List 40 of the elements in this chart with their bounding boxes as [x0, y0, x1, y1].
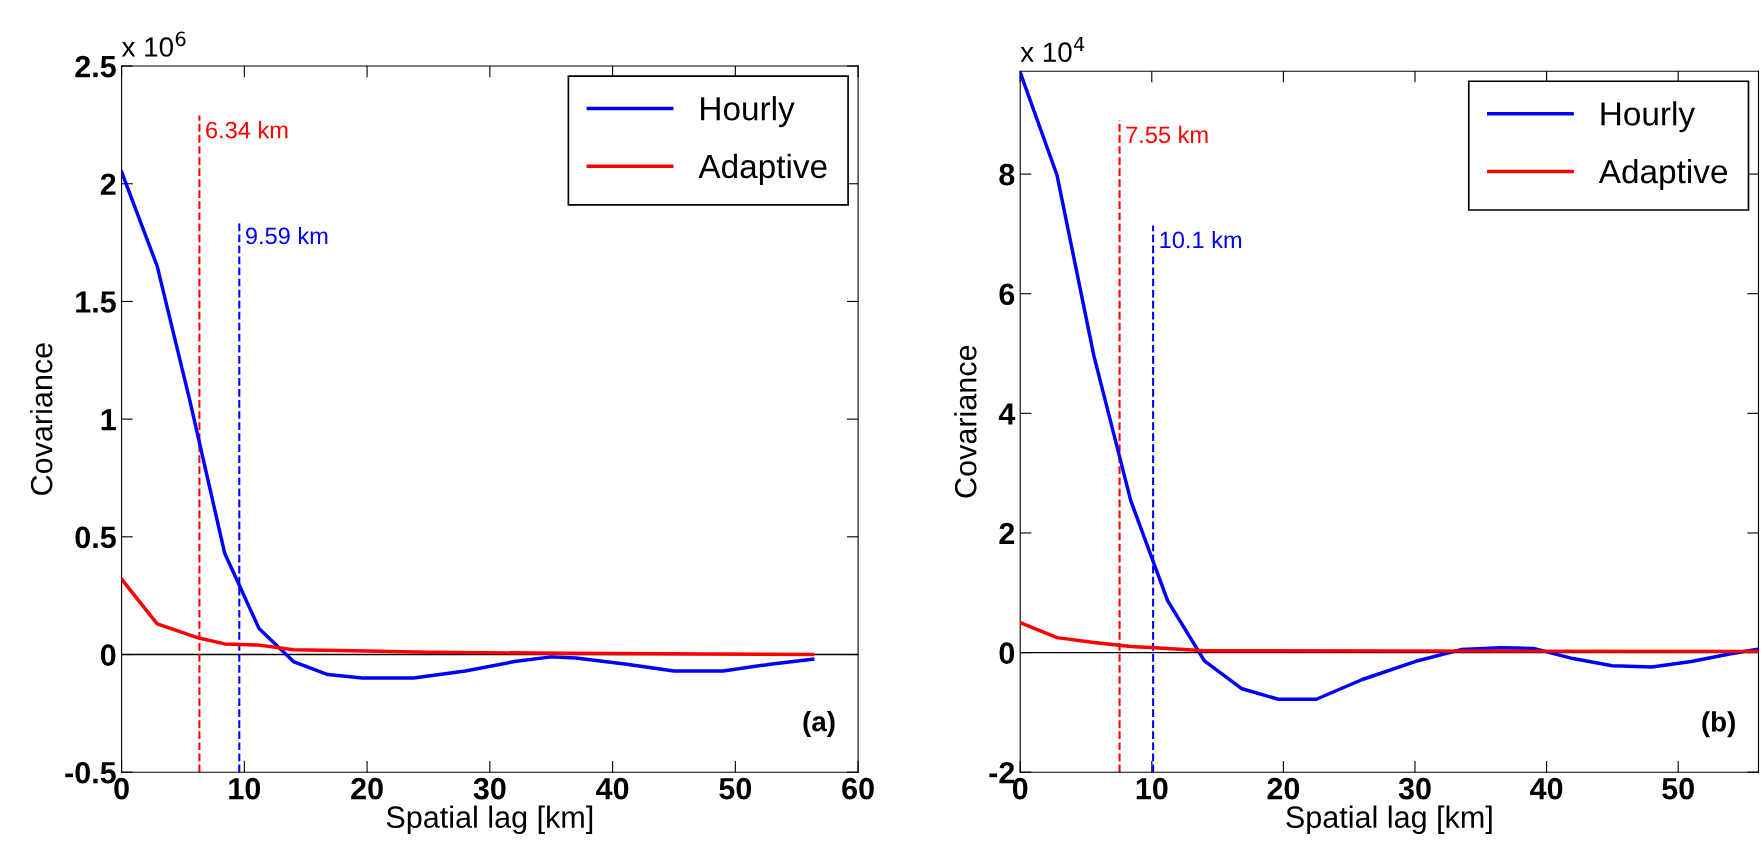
x-tick-label: 50 — [719, 777, 752, 800]
annotation: (a) — [803, 711, 835, 737]
x-tick-label: 20 — [1267, 777, 1300, 800]
x-tick-label: 10 — [1136, 777, 1168, 800]
x-tick-label: 30 — [473, 777, 506, 800]
ref-line-label: 9.59 km — [245, 226, 328, 245]
y-tick-label: 0.5 — [75, 526, 116, 549]
x-tick-label: 20 — [351, 777, 383, 800]
x-tick-label: 40 — [596, 777, 629, 800]
y-tick-label: 0 — [100, 644, 116, 666]
legend-label: Hourly — [701, 96, 795, 128]
x-tick-label: 40 — [1530, 777, 1563, 800]
y-tick-label: 2 — [999, 522, 1015, 545]
y-tick-label: 4 — [998, 403, 1016, 425]
x-tick-label: 30 — [1398, 777, 1431, 800]
y-tick-label: 2.5 — [75, 55, 116, 78]
y-tick-label: 0 — [999, 642, 1015, 664]
legend-label: Adaptive — [1598, 158, 1727, 191]
y-tick-label: -2 — [989, 761, 1015, 784]
x-tick-label: 60 — [842, 777, 874, 800]
legend-label: Hourly — [1601, 101, 1696, 133]
y-axis-title: Covariance — [30, 343, 53, 495]
y-tick-label: 8 — [999, 163, 1015, 186]
y-axis-title: Covariance — [954, 345, 977, 498]
y-tick-label: 2 — [100, 173, 116, 195]
text: x 10$^{6}$ — [121, 31, 186, 57]
x-tick-label: 50 — [1662, 777, 1694, 800]
ref-line-label: 6.34 km — [206, 121, 288, 139]
y-tick-label: 6 — [999, 283, 1015, 306]
ref-line-label: 10.1 km — [1160, 230, 1242, 249]
x-axis-title: Spatial lag [km] — [1286, 805, 1492, 835]
annotation: (b) — [1702, 711, 1735, 738]
x-axis-title: Spatial lag [km] — [386, 805, 593, 835]
legend-label: Adaptive — [698, 153, 827, 185]
y-tick-label: -0.5 — [65, 761, 116, 784]
x-tick-label: 10 — [229, 777, 261, 800]
ref-line-label: 7.55 km — [1126, 125, 1208, 144]
y-tick-label: 1.5 — [76, 291, 116, 313]
y-tick-label: 1 — [101, 409, 116, 431]
text: x 10$^{4}$ — [1020, 36, 1085, 63]
